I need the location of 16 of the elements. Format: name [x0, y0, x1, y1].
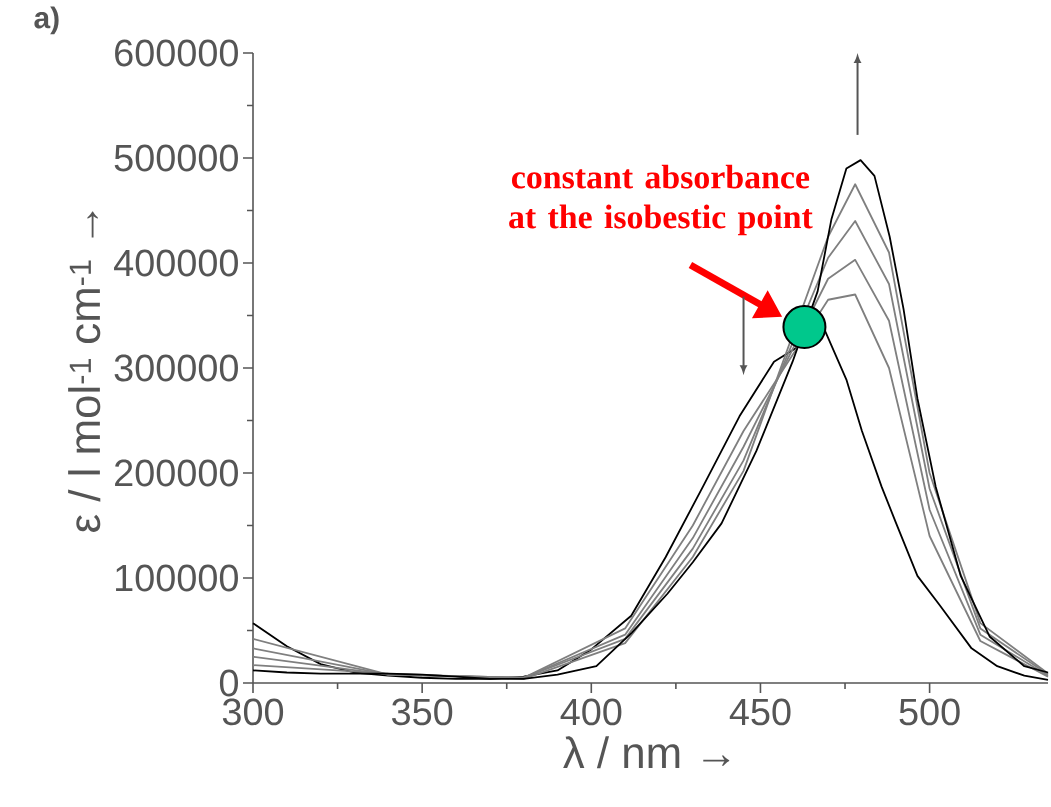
- x-tick-label: 350: [392, 698, 453, 726]
- x-tick-label: 500: [899, 698, 960, 726]
- annotation: constant absorbance at the isobestic point: [509, 164, 813, 236]
- y-tick-label: 100000: [116, 564, 238, 592]
- y-tick-label: 0: [219, 669, 238, 697]
- y-tick-label: 500000: [114, 144, 238, 172]
- y-tick-label: 600000: [115, 39, 238, 67]
- y-tick-label: 200000: [115, 459, 238, 487]
- x-tick-label: 400: [560, 698, 622, 726]
- x-tick-label: 300: [222, 698, 284, 726]
- y-tick-label: 300000: [114, 354, 238, 382]
- x-tick-label: 450: [729, 698, 791, 726]
- x-axis-title: λ / nm →: [563, 736, 730, 769]
- y-tick-label: 400000: [114, 249, 238, 277]
- text: a): [34, 6, 59, 35]
- y-axis-title: ε / l mol$^{-1}$ cm$^{-1}$ →: [68, 211, 101, 532]
